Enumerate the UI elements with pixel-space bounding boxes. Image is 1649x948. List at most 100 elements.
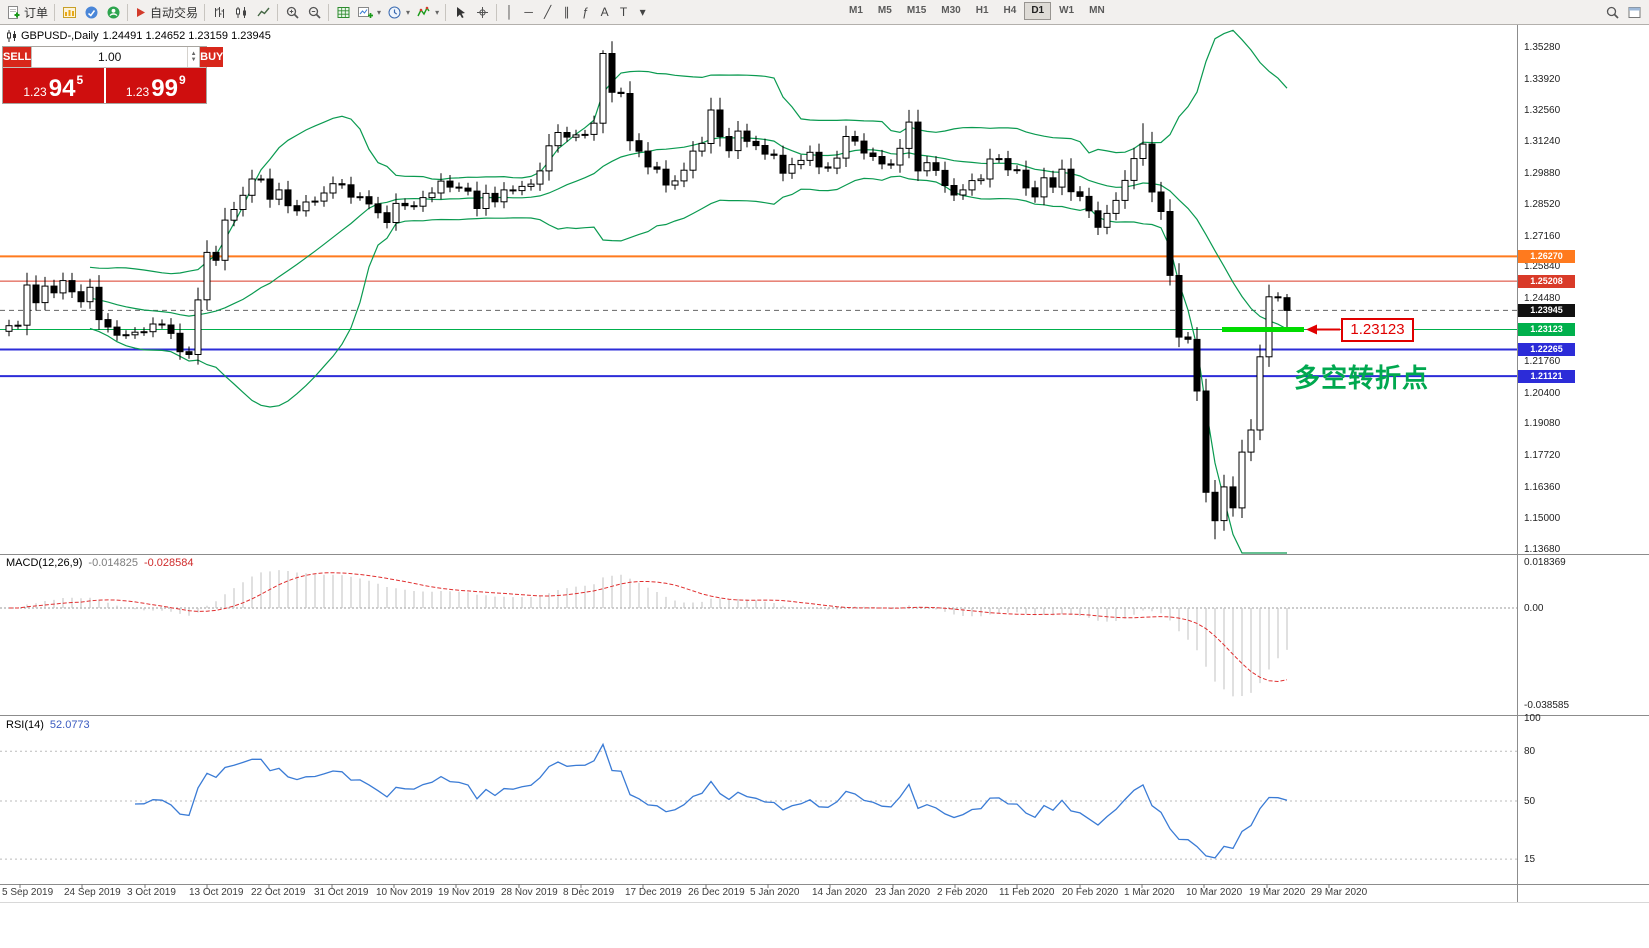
timeframe-M15[interactable]: M15 (906, 5, 927, 16)
date-label: 20 Feb 2020 (1062, 887, 1119, 898)
sell-price-sup: 5 (76, 73, 84, 87)
date-label: 3 Oct 2019 (127, 887, 176, 898)
price-axis-label: 1.25840 (1524, 261, 1561, 272)
trade-prices-row: 1.23 94 5 1.23 99 9 (3, 68, 206, 103)
crosshair-button[interactable] (471, 1, 493, 23)
toolbar-separator (277, 3, 279, 21)
timeframe-H1[interactable]: H1 (975, 5, 989, 16)
shapes-tool[interactable]: ▾ (639, 5, 646, 19)
date-label: 11 Feb 2020 (999, 887, 1055, 898)
fibonacci-retracement-tool[interactable]: ƒ (582, 5, 589, 19)
main-toolbar: 订单 自动交易 ▾ ▾ ▾ │ ─ ╱ ∥ ƒ A T ▾ M1 M5 M15 M30 H1 H4 D1 W… (0, 0, 1649, 25)
date-label: 19 Nov 2019 (438, 887, 495, 898)
timeframe-MN[interactable]: MN (1089, 5, 1105, 16)
date-label: 10 Nov 2019 (376, 887, 433, 898)
timeframe-H4[interactable]: H4 (1003, 5, 1017, 16)
macd-histogram (26, 570, 1288, 697)
chevron-down-icon: ▾ (377, 7, 382, 17)
cursor-button[interactable] (449, 1, 471, 23)
rsi-label: RSI(14) 52.0773 (6, 719, 90, 731)
buy-price-button[interactable]: 1.23 99 9 (105, 68, 206, 103)
price-tag: 1.22265 (1518, 343, 1575, 356)
indicators-icon (417, 6, 430, 16)
cursor-icon (456, 6, 465, 18)
price-tag: 1.23945 (1518, 304, 1575, 317)
trendline-tool[interactable]: ╱ (543, 5, 552, 19)
step-up-icon[interactable]: ▲ (190, 51, 197, 57)
auto-trading-button[interactable]: 自动交易 (131, 1, 201, 23)
candles (5, 41, 1291, 540)
date-label: 24 Sep 2019 (64, 887, 121, 898)
candlestick-chart-button[interactable] (230, 1, 252, 23)
line-chart-button[interactable] (252, 1, 274, 23)
text-label-tool[interactable]: T (619, 5, 628, 19)
sell-button[interactable]: SELL (3, 47, 32, 67)
date-label: 5 Jan 2020 (750, 887, 800, 898)
zoom-out-icon (308, 6, 321, 19)
sell-price-button[interactable]: 1.23 94 5 (3, 68, 104, 103)
macd-axis-label: -0.038585 (1524, 700, 1570, 711)
date-label: 23 Jan 2020 (875, 887, 931, 898)
timeframe-W1[interactable]: W1 (1059, 5, 1075, 16)
toolbar-separator (496, 3, 498, 21)
vertical-line-tool[interactable]: │ (505, 5, 514, 19)
price-axis-label: 1.27160 (1524, 231, 1561, 242)
timeframe-D1[interactable]: D1 (1024, 2, 1052, 20)
toolbar-separator (127, 3, 129, 21)
price-axis-label: 1.19080 (1524, 418, 1561, 429)
price-annotation-box[interactable]: 1.23123 (1341, 318, 1414, 342)
price-axis-label: 1.13680 (1524, 544, 1561, 555)
buy-price-sup: 9 (178, 73, 186, 87)
community-icon (107, 6, 120, 18)
horizontal-line-tool[interactable]: ─ (524, 5, 533, 19)
date-label: 22 Oct 2019 (251, 887, 306, 898)
volume-stepper[interactable]: ▲ ▼ (187, 47, 199, 67)
annotation-arrow (1306, 324, 1340, 335)
search-icon (1606, 6, 1619, 19)
price-axis-label: 1.16360 (1524, 482, 1561, 493)
macd-signal-value: -0.028584 (143, 557, 194, 569)
new-chart-button[interactable]: ▾ (354, 1, 384, 23)
text-tool[interactable]: A (600, 5, 609, 19)
zoom-out-button[interactable] (303, 1, 325, 23)
date-label: 26 Dec 2019 (688, 887, 745, 898)
timeframe-M1[interactable]: M1 (849, 5, 863, 16)
grid-icon (337, 6, 350, 18)
new-order-label: 订单 (24, 5, 49, 20)
indicators-button[interactable]: ▾ (413, 1, 442, 23)
grid-button[interactable] (332, 1, 354, 23)
search-button[interactable] (1601, 1, 1623, 23)
buy-button[interactable]: BUY (200, 47, 224, 67)
macd-axis-label: 0.00 (1524, 603, 1544, 614)
level-lines[interactable] (0, 255, 1517, 378)
symbol-icon (7, 30, 16, 42)
rsi-value: 52.0773 (49, 719, 90, 731)
rsi-axis-label: 80 (1524, 746, 1536, 757)
date-label: 31 Oct 2019 (314, 887, 369, 898)
step-down-icon[interactable]: ▼ (190, 57, 197, 63)
price-axis-label: 1.21760 (1524, 356, 1561, 367)
clock-icon (388, 6, 401, 18)
zoom-in-icon (286, 6, 299, 19)
periods-button[interactable]: ▾ (384, 1, 413, 23)
volume-input[interactable] (32, 47, 188, 67)
market-watch-button[interactable] (80, 1, 102, 23)
date-label: 14 Jan 2020 (812, 887, 868, 898)
zoom-in-button[interactable] (281, 1, 303, 23)
equidistant-channel-tool[interactable]: ∥ (563, 5, 570, 19)
new-window-button[interactable] (1623, 1, 1645, 23)
turning-point-note[interactable]: 多空转折点 (1294, 363, 1430, 393)
charts-button[interactable] (58, 1, 80, 23)
date-label: 13 Oct 2019 (189, 887, 244, 898)
new-order-button[interactable]: 订单 (3, 1, 51, 23)
timeframe-M30[interactable]: M30 (941, 5, 961, 16)
price-axis-label: 1.28520 (1524, 199, 1561, 210)
price-axis-label: 1.24480 (1524, 293, 1561, 304)
price-axis-label: 1.31240 (1524, 136, 1561, 147)
chevron-down-icon: ▾ (435, 7, 440, 17)
timeframe-M5[interactable]: M5 (877, 5, 892, 16)
community-button[interactable] (102, 1, 124, 23)
bar-chart-button[interactable] (208, 1, 230, 23)
bar-chart-icon (214, 6, 224, 18)
